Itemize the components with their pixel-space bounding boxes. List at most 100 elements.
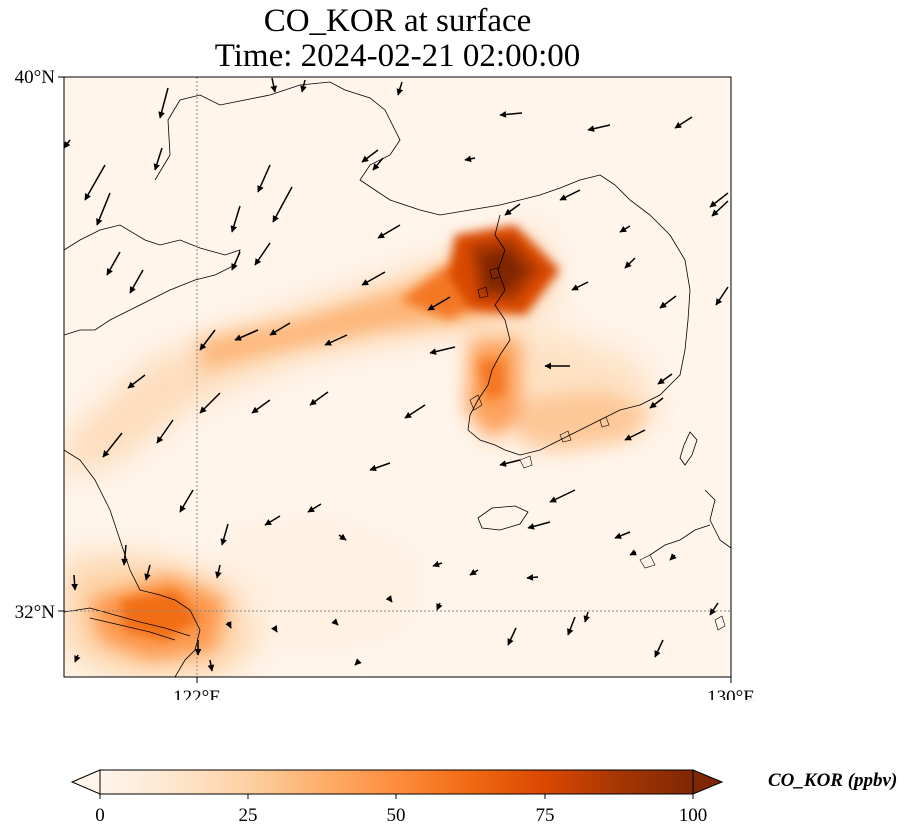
wind-arrow — [324, 334, 348, 346]
wind-arrow — [715, 286, 729, 306]
wind-arrow — [571, 281, 589, 291]
wind-arrow — [121, 544, 128, 566]
wind-arrow — [432, 560, 443, 568]
map-figure: 40°N 32°N 122°E 130°E — [15, 67, 755, 700]
wind-arrow — [369, 462, 391, 472]
colorbar-label: CO_KOR (ppbv) — [768, 770, 898, 791]
wind-arrow — [385, 595, 393, 603]
wind-arrow — [526, 574, 539, 581]
wind-arrow — [64, 139, 71, 149]
map-title: CO_KOR at surface Time: 2024-02-21 02:00… — [64, 4, 731, 74]
wind-arrow — [270, 77, 278, 93]
wind-arrow — [234, 329, 259, 341]
kyushu-coast — [649, 489, 731, 556]
map-plot-area — [64, 77, 731, 677]
map-frame — [63, 76, 732, 678]
wind-arrow — [257, 164, 271, 193]
gridlines — [64, 77, 731, 677]
co-concentration-field — [64, 225, 660, 677]
wind-arrow — [127, 374, 146, 389]
wind-arrow — [654, 639, 664, 658]
wind-arrow — [396, 81, 404, 96]
wind-arrow — [404, 404, 426, 419]
wind-arrow — [207, 659, 215, 672]
wind-arrow — [331, 618, 339, 626]
axis-ticks — [58, 76, 732, 683]
yangtze-estuary — [64, 607, 191, 641]
wind-arrow — [504, 203, 521, 216]
colorbar: 0 25 50 75 100 — [70, 769, 724, 826]
wind-arrow — [199, 392, 221, 414]
jeju-island — [477, 505, 529, 531]
lat-tick-label-40N: 40°N — [15, 67, 56, 88]
wind-arrow — [614, 531, 631, 539]
wind-arrow — [361, 149, 379, 163]
coastline-liaodong-bohai — [154, 81, 616, 216]
wind-arrow — [549, 489, 576, 503]
wind-arrow — [156, 419, 174, 444]
wind-arrow — [669, 553, 677, 561]
wind-arrow — [158, 87, 169, 119]
wind-arrow — [499, 459, 521, 467]
wind-arrow — [225, 621, 232, 629]
wind-arrow — [559, 189, 581, 201]
wind-arrow — [272, 186, 293, 223]
wind-arrow — [587, 124, 611, 132]
wind-arrow — [129, 269, 144, 294]
wind-arrow — [464, 155, 476, 163]
wind-arrow — [309, 391, 329, 406]
wind-arrow — [71, 574, 78, 591]
colorbar-gradient — [99, 769, 694, 795]
wind-arrow — [657, 373, 673, 385]
tsushima-island — [679, 431, 698, 466]
lon-tick-label-130E: 130°E — [707, 687, 755, 700]
wind-arrow — [361, 271, 386, 286]
wind-arrow — [709, 602, 719, 616]
wind-arrow — [84, 164, 106, 201]
wind-arrow — [583, 611, 590, 623]
coastline-korea-east — [614, 184, 691, 381]
lat-tick-label-32N: 32°N — [15, 602, 56, 623]
colorbar-tick-label-50: 50 — [387, 805, 406, 826]
wind-arrow — [269, 322, 291, 336]
wind-arrow — [372, 157, 384, 171]
colorbar-extend-high — [692, 769, 724, 795]
wind-arrow — [264, 515, 281, 526]
wind-arrow — [338, 533, 347, 541]
wind-arrow — [649, 397, 664, 409]
coastlines — [64, 81, 731, 677]
wind-arrow — [507, 627, 517, 646]
wind-arrow — [220, 523, 229, 546]
wind-vectors — [64, 77, 729, 672]
wind-arrow — [567, 616, 576, 636]
colorbar-tick-label-100: 100 — [679, 805, 708, 826]
wind-arrow — [659, 295, 677, 309]
wind-arrow — [251, 399, 271, 414]
wind-arrow — [153, 147, 163, 171]
wind-arrow — [427, 296, 451, 311]
korea-island-clusters — [469, 267, 726, 631]
coastline-korea-west — [467, 214, 521, 456]
colorbar-tick-label-0: 0 — [95, 805, 105, 826]
wind-arrow — [436, 602, 443, 611]
wind-arrow — [215, 564, 222, 579]
colorbar-ticks — [99, 794, 694, 799]
coastline-china-east — [64, 449, 201, 677]
wind-arrow — [377, 224, 401, 239]
wind-arrow — [674, 116, 693, 129]
wind-arrow — [711, 200, 729, 217]
wind-arrow — [230, 205, 241, 233]
wind-arrow — [307, 503, 322, 513]
title-line-1: CO_KOR at surface — [263, 3, 532, 39]
wind-arrow — [527, 521, 551, 530]
colorbar-tick-label-25: 25 — [239, 805, 258, 826]
wind-arrow — [179, 489, 194, 513]
wind-arrow — [144, 564, 151, 581]
wind-arrow — [106, 251, 121, 276]
wind-arrow — [102, 432, 123, 458]
wind-arrow — [469, 568, 479, 576]
wind-arrow — [709, 192, 729, 208]
colorbar-tick-label-75: 75 — [536, 805, 555, 826]
wind-arrow — [619, 225, 631, 233]
wind-arrow — [624, 257, 636, 269]
